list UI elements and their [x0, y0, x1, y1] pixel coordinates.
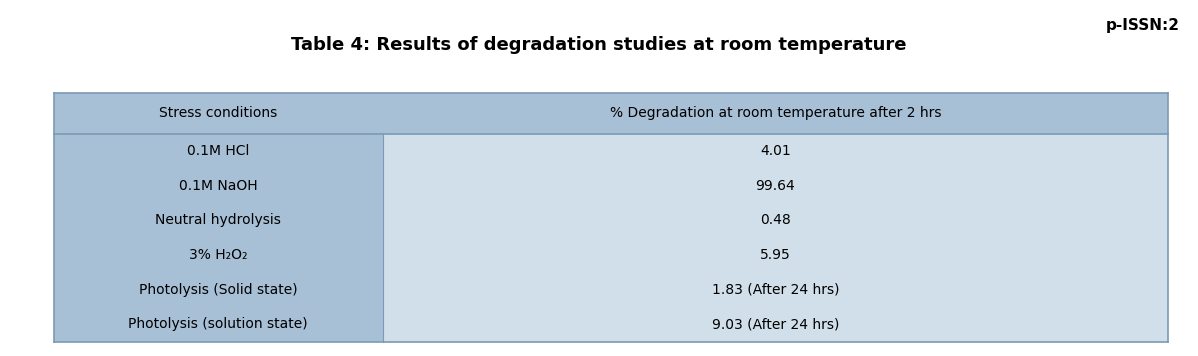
Text: 9.03 (After 24 hrs): 9.03 (After 24 hrs) [712, 318, 839, 331]
Text: 99.64: 99.64 [756, 179, 795, 193]
Text: 0.1M HCl: 0.1M HCl [187, 144, 249, 158]
Text: Table 4: Results of degradation studies at room temperature: Table 4: Results of degradation studies … [291, 36, 907, 54]
Text: 3% H₂O₂: 3% H₂O₂ [189, 248, 248, 262]
Text: p-ISSN:2: p-ISSN:2 [1106, 18, 1180, 33]
Text: 5.95: 5.95 [760, 248, 791, 262]
Text: 0.1M NaOH: 0.1M NaOH [179, 179, 258, 193]
Text: % Degradation at room temperature after 2 hrs: % Degradation at room temperature after … [610, 106, 942, 120]
Text: 4.01: 4.01 [760, 144, 791, 158]
Text: Stress conditions: Stress conditions [159, 106, 278, 120]
Text: 1.83 (After 24 hrs): 1.83 (After 24 hrs) [712, 283, 839, 297]
Text: 0.48: 0.48 [760, 213, 791, 227]
Text: Photolysis (Solid state): Photolysis (Solid state) [139, 283, 297, 297]
Text: Neutral hydrolysis: Neutral hydrolysis [156, 213, 282, 227]
Text: Photolysis (solution state): Photolysis (solution state) [128, 318, 308, 331]
